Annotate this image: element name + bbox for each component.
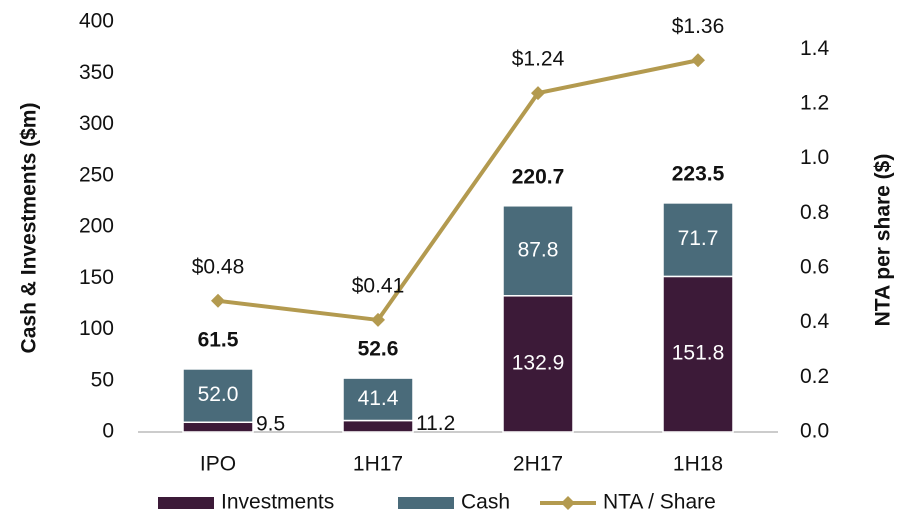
data-label: 41.4 (358, 387, 399, 410)
y-tick-label: 350 (79, 61, 114, 84)
y-tick-label: 100 (79, 317, 114, 340)
y2-tick-label: 0.0 (800, 420, 829, 443)
legend-swatch (158, 497, 214, 509)
x-tick-label: 2H17 (513, 453, 563, 476)
y-tick-label: 200 (79, 215, 114, 238)
legend-swatch (398, 497, 454, 509)
x-tick-label: 1H17 (353, 453, 403, 476)
data-label: 151.8 (672, 342, 725, 365)
line-marker (371, 312, 385, 327)
line (217, 58, 699, 323)
data-label: 52.0 (198, 383, 239, 406)
y-tick-label: 250 (79, 163, 114, 186)
y2-tick-label: 1.0 (800, 146, 829, 169)
y2-tick-label: 0.2 (800, 365, 829, 388)
total-label: 220.7 (512, 165, 565, 188)
legend-label: Investments (221, 491, 334, 513)
y2-tick-label: 1.2 (800, 92, 829, 115)
total-label: 223.5 (672, 162, 725, 185)
x-tick-label: IPO (200, 453, 236, 476)
y2-tick-label: 0.4 (800, 310, 830, 333)
y-tick-label: 0 (102, 420, 114, 443)
y-tick-label: 300 (79, 112, 114, 135)
line-marker (211, 293, 225, 308)
legend-swatch (561, 496, 575, 510)
y2-tick-label: 1.4 (800, 37, 830, 60)
y-tick-label: 50 (91, 368, 114, 391)
y2-tick-label: 0.8 (800, 201, 829, 224)
data-label: 9.5 (256, 413, 285, 436)
bar-segment (342, 377, 414, 422)
y-tick-label: 400 (79, 10, 114, 33)
total-label: 52.6 (358, 338, 399, 361)
bar-segment (662, 275, 734, 433)
data-label: $0.41 (352, 274, 405, 297)
bar-segment (502, 205, 574, 297)
line-marker (531, 86, 545, 101)
legend-label: Cash (461, 491, 510, 513)
line-marker (691, 53, 705, 68)
data-label: 11.2 (416, 412, 455, 435)
x-tick-label: 1H18 (673, 453, 723, 476)
data-label: $1.24 (512, 48, 565, 71)
y-axis-label: Cash & Investments ($m) (18, 103, 41, 354)
data-label: 87.8 (518, 238, 559, 261)
y2-axis-label: NTA per share ($) (872, 154, 895, 327)
data-label: 132.9 (512, 351, 565, 374)
bar-segment (342, 419, 414, 433)
total-label: 61.5 (198, 329, 239, 352)
bar-segment (662, 202, 734, 278)
y-tick-label: 150 (79, 266, 114, 289)
bar-segment (182, 368, 254, 424)
bar-segment (182, 421, 254, 433)
data-label: 71.7 (678, 227, 719, 250)
legend-label: NTA / Share (603, 491, 716, 513)
y2-tick-label: 0.6 (800, 256, 829, 279)
data-label: $1.36 (672, 15, 725, 38)
data-label: $0.48 (192, 255, 245, 278)
